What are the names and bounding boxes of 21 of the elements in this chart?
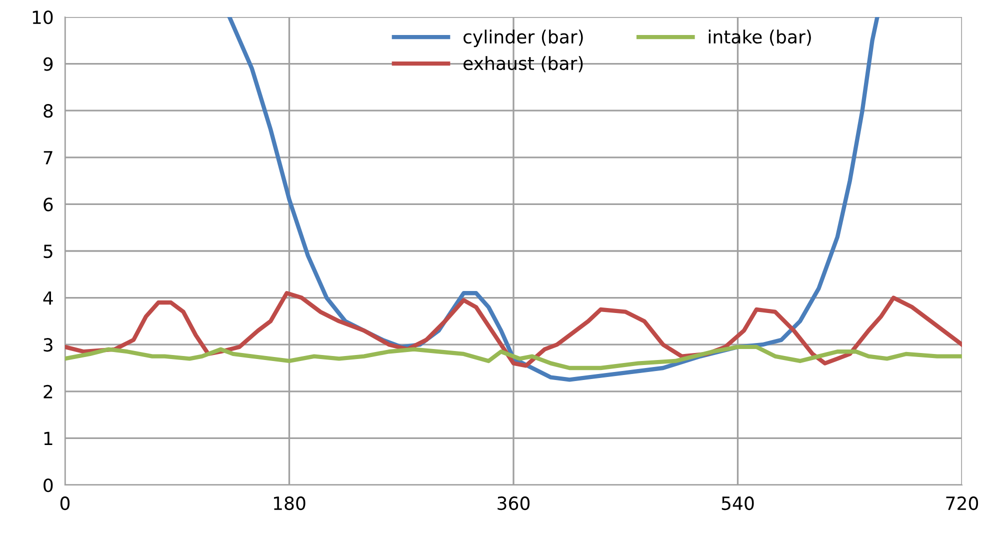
y-tick-label: 9 (44, 57, 53, 71)
y-tick-label: 2 (44, 384, 52, 398)
legend-label: intake (bar) (708, 30, 811, 46)
y-tick-label: 0 (44, 478, 53, 492)
y-tick-label: 4 (43, 291, 53, 305)
y-tick-label: 10 (32, 10, 53, 24)
x-tick-label: 180 (274, 496, 306, 510)
legend-label: cylinder (bar) (464, 30, 583, 48)
y-tick-label: 8 (44, 104, 53, 118)
y-tick-label: 3 (44, 338, 52, 352)
x-tick-label: 720 (946, 496, 978, 510)
x-tick-label: 360 (498, 496, 530, 510)
y-tick-label: 7 (44, 151, 52, 164)
y-tick-label: 6 (44, 198, 53, 212)
x-tick-label: 0 (60, 496, 70, 510)
legend-label: exhaust (bar) (464, 56, 583, 72)
y-tick-label: 1 (44, 432, 52, 446)
x-tick-label: 540 (722, 496, 754, 510)
y-tick-label: 5 (44, 244, 52, 258)
line-series (65, 291, 962, 368)
line-series (65, 344, 962, 370)
